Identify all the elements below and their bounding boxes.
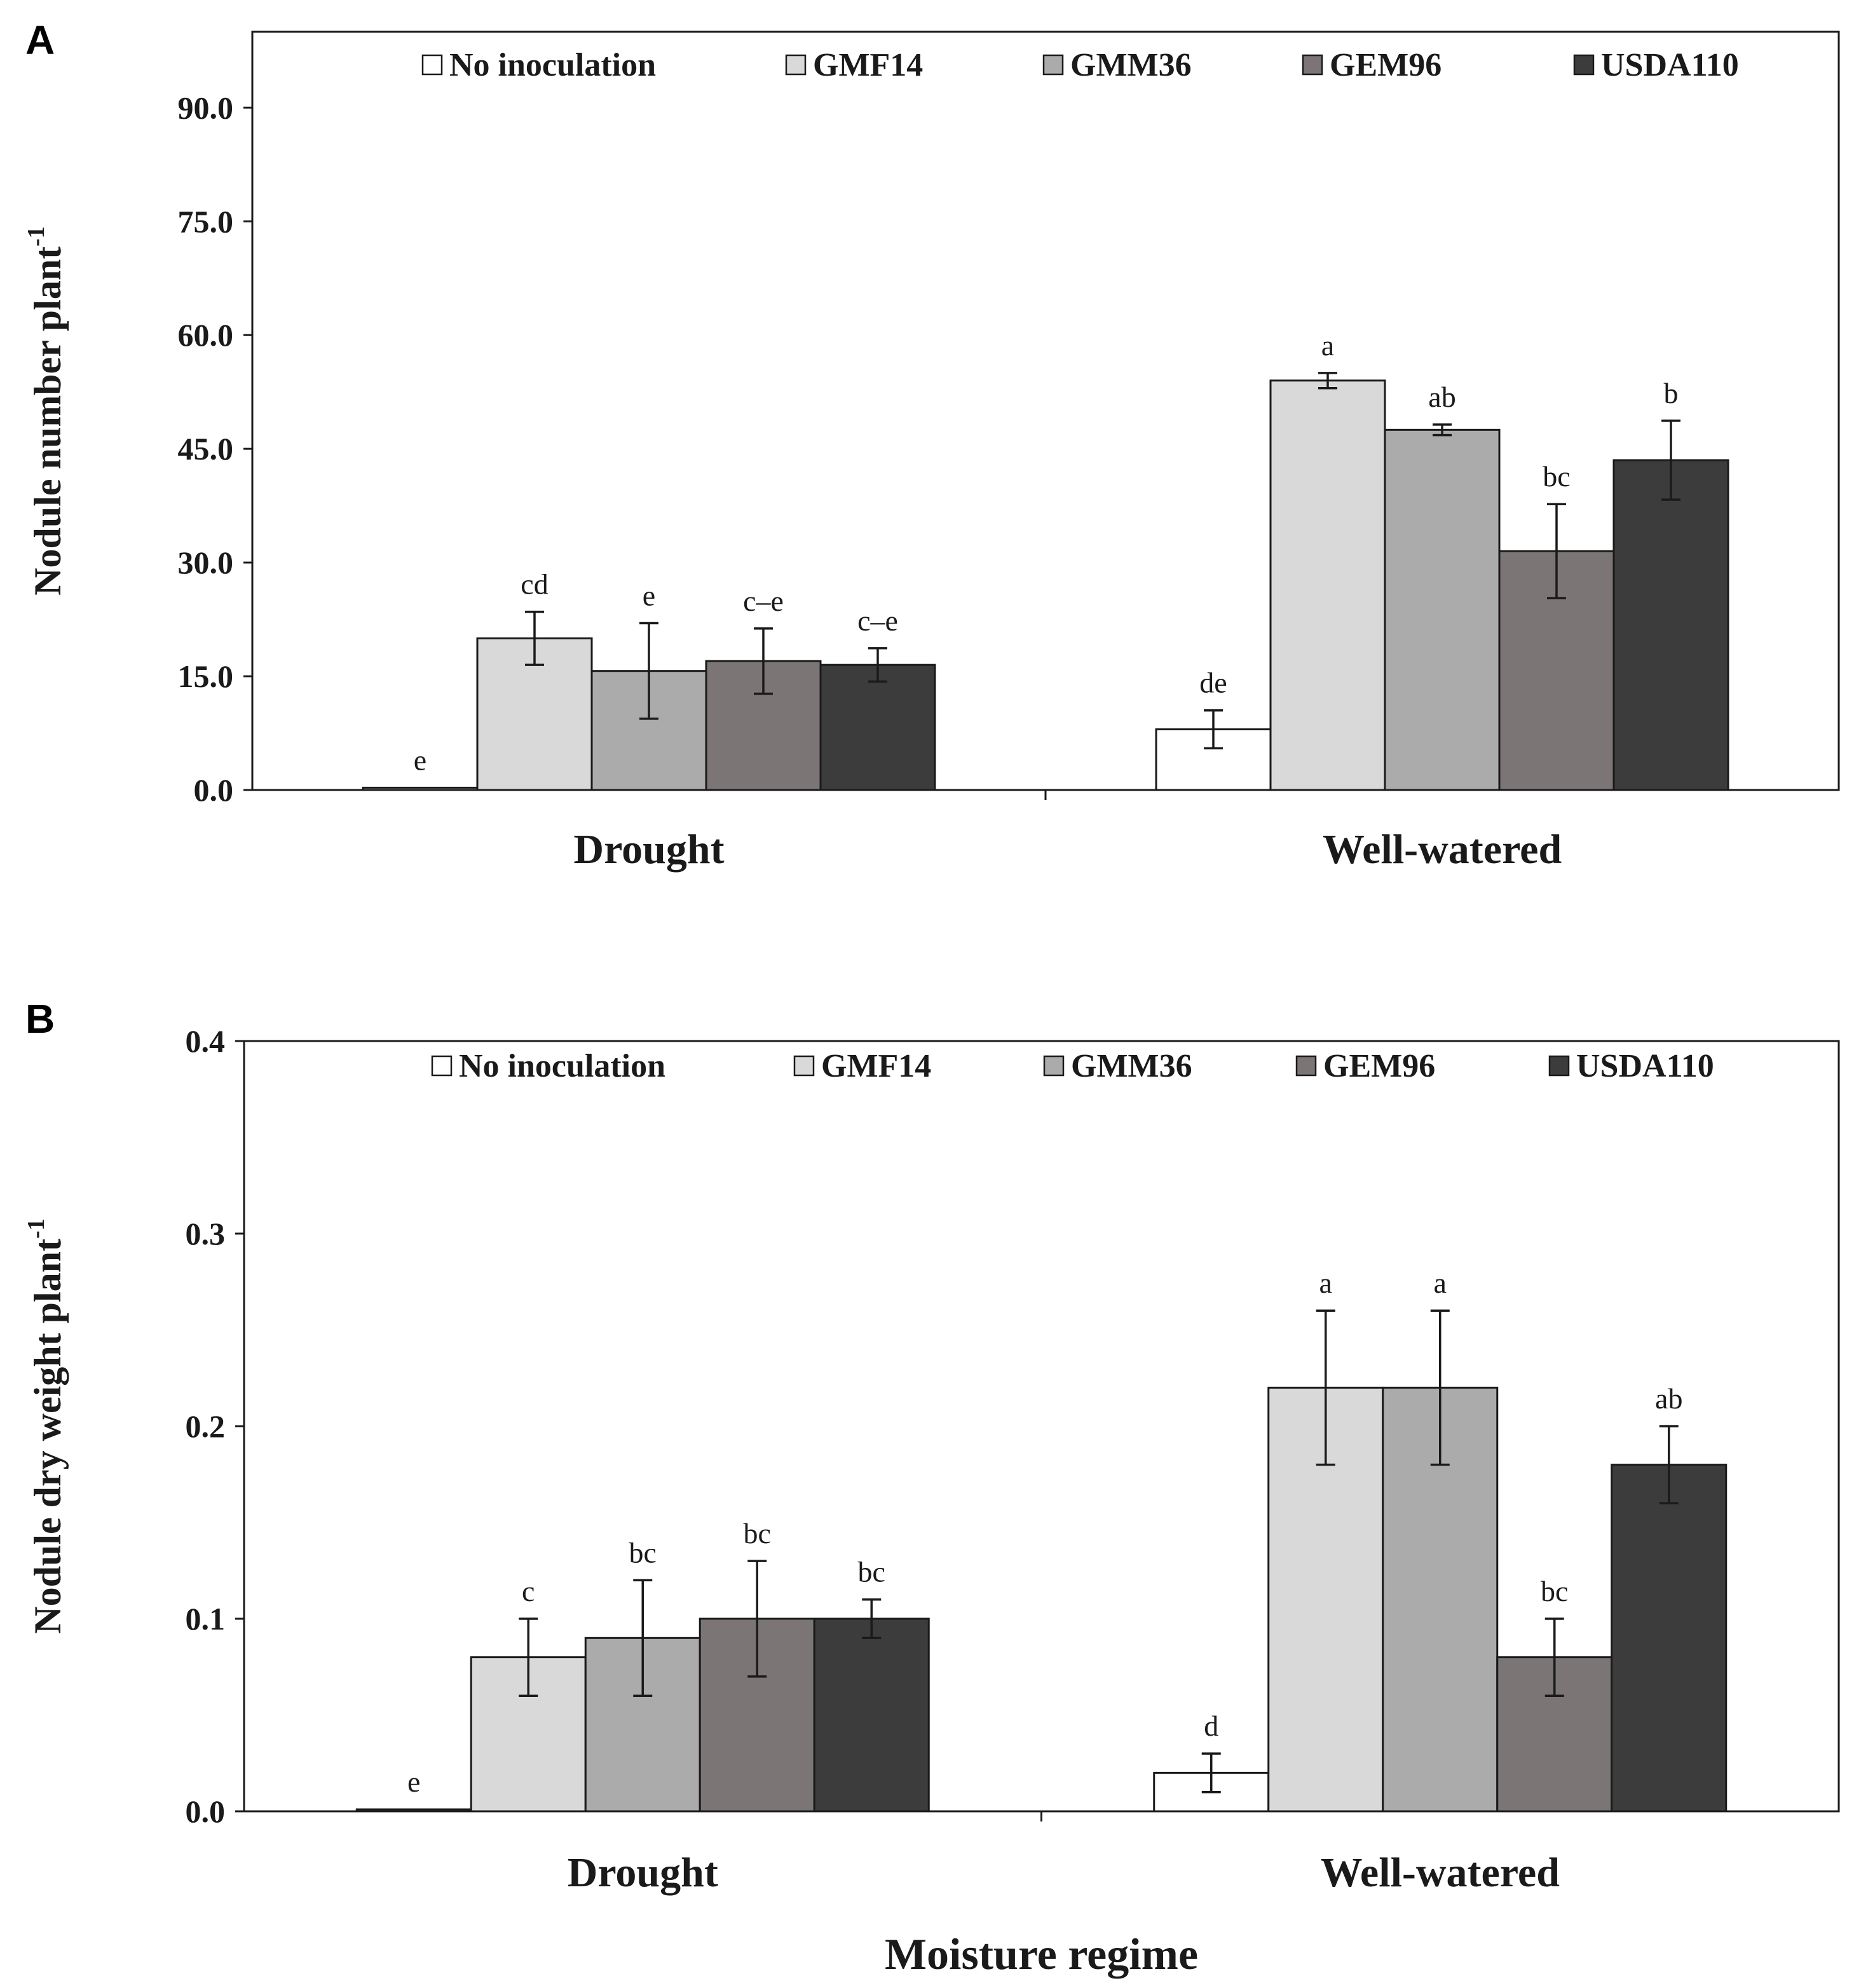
significance-letter: e [414, 744, 426, 776]
y-tick-label: 0.0 [186, 1794, 226, 1829]
y-tick-label: 75.0 [178, 203, 234, 239]
panel-label: B [25, 996, 55, 1042]
legend-swatch [785, 54, 807, 76]
bar [1612, 459, 1729, 791]
significance-letter: cd [521, 568, 548, 601]
panel-label: A [25, 17, 55, 63]
legend-label: No inoculation [459, 1048, 665, 1084]
legend-swatch [1042, 54, 1064, 76]
significance-letter: ab [1655, 1382, 1682, 1415]
y-axis-title-text: Nodule number plant [27, 247, 69, 596]
y-tick-label: 0.3 [186, 1216, 226, 1251]
y-tick-label: 0.0 [194, 772, 234, 808]
legend-label: GMF14 [813, 47, 923, 83]
bar [362, 786, 479, 791]
category-label: Drought [573, 826, 724, 873]
bar [355, 1808, 472, 1813]
significance-letter: ab [1428, 381, 1455, 413]
significance-letter: bc [744, 1517, 771, 1549]
legend-swatch [1548, 1055, 1570, 1077]
significance-letter: e [407, 1766, 420, 1798]
significance-letter: b [1664, 377, 1679, 409]
y-axis-title-superscript: -1 [23, 226, 50, 247]
y-tick-label: 90.0 [178, 90, 234, 125]
bar [1384, 428, 1501, 791]
significance-letter: a [1319, 1267, 1332, 1299]
y-tick-label: 0.4 [186, 1023, 226, 1059]
significance-letter: bc [629, 1536, 657, 1569]
legend-label: GMM36 [1070, 47, 1192, 83]
legend-swatch [1302, 54, 1323, 76]
category-label: Well-watered [1321, 1849, 1560, 1896]
legend-label: GMM36 [1071, 1048, 1192, 1084]
significance-letter: c–e [857, 604, 898, 637]
y-axis-title-text: Nodule dry weight plant [27, 1239, 69, 1634]
significance-letter: c [522, 1575, 535, 1607]
category-label: Drought [568, 1849, 718, 1896]
y-tick-label: 0.1 [186, 1601, 226, 1637]
legend-label: GEM96 [1323, 1048, 1435, 1084]
y-tick-label: 60.0 [178, 317, 234, 353]
significance-letter: d [1204, 1710, 1218, 1742]
legend-label: USDA110 [1601, 47, 1739, 83]
significance-letter: bc [1543, 460, 1570, 493]
legend-swatch [421, 54, 443, 76]
y-axis-title: Nodule number plant-1 [23, 226, 69, 596]
bar [813, 1617, 930, 1813]
significance-letter: bc [858, 1556, 885, 1588]
bar [819, 664, 936, 791]
legend-swatch [1043, 1055, 1065, 1077]
legend-label: No inoculation [449, 47, 656, 83]
significance-letter: a [1434, 1267, 1447, 1299]
significance-letter: a [1321, 329, 1334, 362]
y-tick-label: 15.0 [178, 658, 234, 694]
legend-swatch [793, 1055, 815, 1077]
y-tick-label: 0.2 [186, 1408, 226, 1444]
significance-letter: c–e [743, 585, 784, 617]
legend-swatch [1573, 54, 1595, 76]
x-axis-title: Moisture regime [885, 1930, 1198, 1979]
significance-letter: de [1199, 667, 1227, 699]
y-tick-label: 45.0 [178, 431, 234, 466]
significance-letter: bc [1541, 1575, 1568, 1607]
y-axis-title-superscript: -1 [23, 1218, 50, 1239]
legend-label: GMF14 [821, 1048, 931, 1084]
y-tick-label: 30.0 [178, 545, 234, 580]
legend-label: GEM96 [1330, 47, 1442, 83]
y-axis-title: Nodule dry weight plant-1 [23, 1218, 69, 1633]
legend-swatch [1295, 1055, 1317, 1077]
legend-swatch [431, 1055, 453, 1077]
legend-label: USDA110 [1576, 1048, 1714, 1084]
bar [1611, 1464, 1728, 1813]
significance-letter: e [643, 580, 655, 612]
bar [476, 637, 593, 791]
category-label: Well-watered [1323, 826, 1562, 873]
bar [1269, 379, 1386, 791]
